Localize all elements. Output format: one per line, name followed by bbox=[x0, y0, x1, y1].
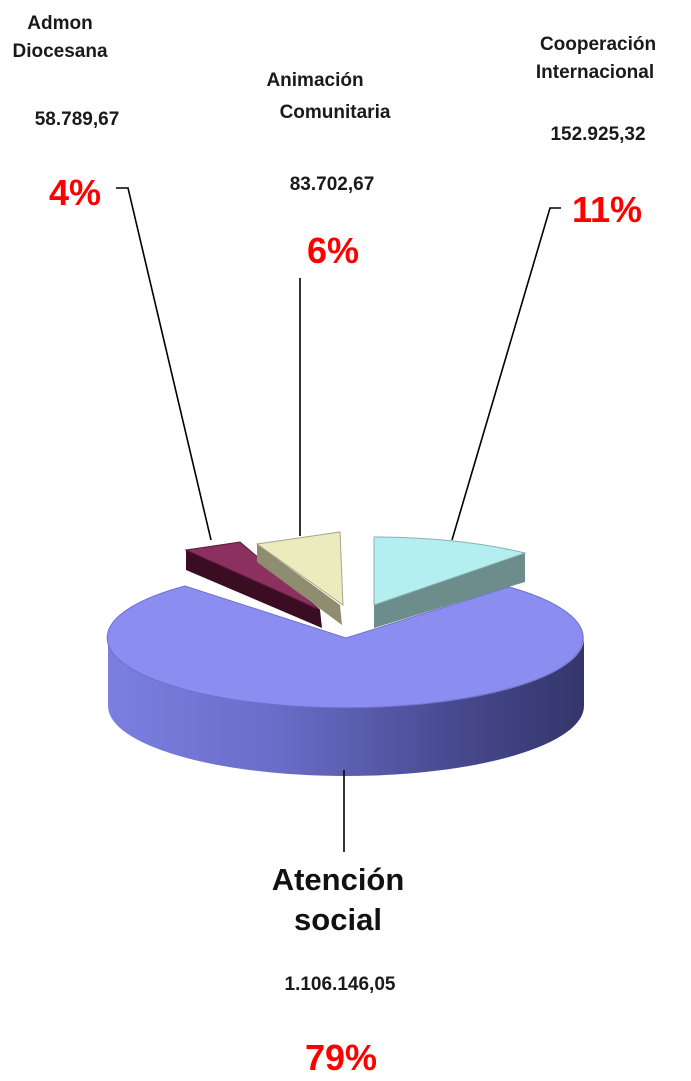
label-animacion-comunitaria: Animación Comunitaria 83.702,67 6% bbox=[266, 70, 390, 271]
label-cooperacion-name-line1: Cooperación bbox=[540, 34, 656, 55]
slice-cooperacion-internacional bbox=[373, 536, 527, 628]
slice-cooperacion-internacional-side bbox=[374, 553, 525, 628]
leader-line-cooperacion bbox=[451, 207, 561, 541]
leader-line-admon bbox=[116, 187, 212, 541]
label-admon-name-line1: Admon bbox=[27, 13, 92, 34]
label-atencion-percent: 79% bbox=[305, 1037, 377, 1078]
label-animacion-name-line2: Comunitaria bbox=[280, 102, 391, 123]
slice-atencion-social-side bbox=[108, 638, 584, 776]
slice-animacion-comunitaria bbox=[255, 531, 344, 625]
label-admon-diocesana: Admon Diocesana 58.789,67 4% bbox=[12, 13, 119, 213]
slice-cooperacion-internacional-top bbox=[373, 536, 527, 606]
label-cooperacion-percent: 11% bbox=[572, 189, 642, 230]
slice-animacion-comunitaria-top bbox=[255, 531, 344, 606]
label-admon-percent: 4% bbox=[49, 172, 101, 213]
slice-admon-diocesana-side bbox=[186, 550, 322, 628]
slice-animacion-comunitaria-side bbox=[257, 544, 342, 625]
label-cooperacion-name-line2: Internacional bbox=[536, 62, 654, 83]
label-cooperacion-internacional: Cooperación Internacional 152.925,32 11% bbox=[536, 34, 656, 230]
label-atencion-value: 1.106.146,05 bbox=[285, 974, 396, 995]
label-atencion-name-line1: Atención bbox=[272, 862, 405, 897]
label-animacion-name-line1: Animación bbox=[266, 70, 363, 91]
label-animacion-percent: 6% bbox=[307, 230, 359, 271]
label-animacion-value: 83.702,67 bbox=[290, 174, 375, 195]
slice-atencion-social bbox=[106, 585, 584, 776]
label-atencion-name-line2: social bbox=[294, 902, 382, 937]
label-cooperacion-value: 152.925,32 bbox=[550, 124, 645, 145]
label-admon-name-line2: Diocesana bbox=[12, 41, 107, 62]
label-admon-value: 58.789,67 bbox=[35, 109, 120, 130]
label-atencion-social: Atención social 1.106.146,05 79% bbox=[272, 862, 405, 1078]
slice-atencion-social-top bbox=[106, 585, 584, 709]
